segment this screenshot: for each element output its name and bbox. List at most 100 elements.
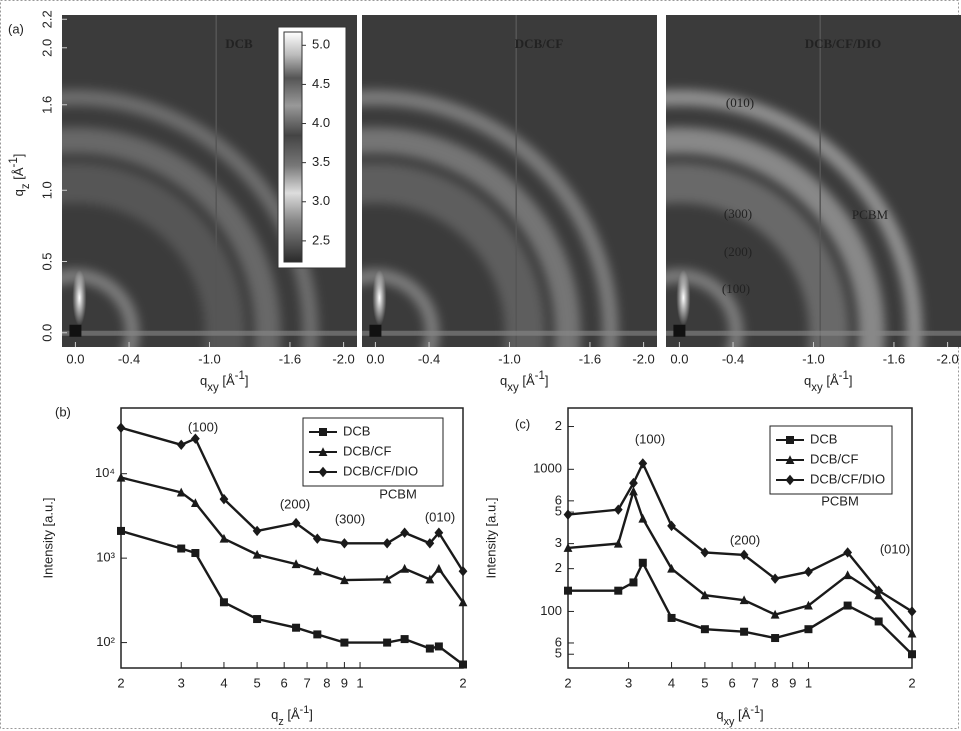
data-point bbox=[843, 570, 853, 580]
data-point bbox=[667, 520, 676, 532]
plot-frame bbox=[567, 407, 913, 669]
axis-label-part: q bbox=[716, 707, 723, 722]
axis-label-part: [Å bbox=[284, 707, 300, 722]
data-point bbox=[700, 547, 710, 558]
data-point bbox=[804, 600, 813, 610]
legend-label: DCB/CF bbox=[343, 443, 391, 458]
beamstop bbox=[369, 324, 382, 337]
data-point bbox=[219, 598, 228, 607]
colorbar bbox=[283, 31, 303, 263]
x-tick-label: 7 bbox=[752, 675, 759, 690]
data-point bbox=[400, 563, 410, 573]
data-point bbox=[177, 544, 186, 553]
y-axis-label: Intensity [a.u.] bbox=[40, 498, 55, 579]
data-point bbox=[340, 638, 349, 647]
axis-label-part: [Å bbox=[219, 373, 235, 388]
data-point bbox=[564, 586, 572, 595]
panel-label: (b) bbox=[55, 404, 71, 419]
data-point bbox=[253, 615, 262, 624]
legend-marker bbox=[319, 428, 327, 436]
x-tick-label: 4 bbox=[220, 675, 227, 690]
x-tick-label: 8 bbox=[771, 675, 778, 690]
horizon bbox=[666, 330, 961, 336]
data-point bbox=[382, 538, 392, 549]
horizon bbox=[62, 330, 357, 336]
annotation: (300) bbox=[724, 206, 752, 221]
x-tick-label: 2 bbox=[908, 675, 915, 690]
y-tick-label: 1000 bbox=[533, 461, 562, 476]
axis-label-part: -1 bbox=[235, 370, 245, 382]
annotation: PCBM bbox=[852, 207, 889, 222]
axis-label: qz [Å-1] bbox=[271, 704, 313, 728]
data-point bbox=[908, 650, 916, 659]
series-line bbox=[567, 487, 913, 635]
data-point bbox=[804, 566, 813, 578]
colorbar-tick-label: 2.5 bbox=[312, 232, 330, 247]
axis-label-part: q bbox=[804, 373, 811, 388]
plot-frame bbox=[120, 407, 464, 669]
annotation: (010) bbox=[425, 509, 455, 524]
data-point bbox=[700, 590, 710, 600]
axis-label-part: ] bbox=[760, 707, 764, 722]
data-point bbox=[383, 638, 392, 647]
y-tick-label: 6 bbox=[555, 634, 562, 649]
axis-label-part: [Å bbox=[823, 373, 839, 388]
data-point bbox=[638, 558, 647, 567]
data-point bbox=[291, 559, 301, 569]
data-point bbox=[434, 642, 443, 651]
axis-label-part: ] bbox=[309, 707, 313, 722]
x-tick-label: -1.6 bbox=[579, 351, 601, 366]
data-point bbox=[804, 625, 813, 634]
colorbar-tick-label: 3.5 bbox=[312, 154, 330, 169]
y-tick-label: 0.0 bbox=[39, 324, 54, 342]
axis-label-part: xy bbox=[207, 382, 219, 394]
axis-label-part: -1 bbox=[750, 704, 760, 716]
data-point bbox=[770, 609, 780, 619]
axis-label-part: q bbox=[271, 707, 278, 722]
data-point bbox=[740, 627, 749, 636]
data-point bbox=[563, 509, 573, 520]
axis-label-part: q bbox=[11, 189, 26, 196]
specular-spot bbox=[372, 269, 387, 326]
x-tick-label: 3 bbox=[178, 675, 185, 690]
data-point bbox=[190, 498, 200, 507]
data-point bbox=[629, 477, 638, 489]
data-point bbox=[770, 573, 780, 584]
data-point bbox=[117, 526, 125, 535]
x-tick-label: 0.0 bbox=[366, 351, 384, 366]
beamstop bbox=[673, 324, 686, 337]
legend-label: DCB bbox=[810, 431, 837, 446]
annotation: (300) bbox=[335, 511, 365, 526]
horizon bbox=[362, 330, 657, 336]
annotation: (100) bbox=[722, 281, 750, 296]
panel-label: (c) bbox=[515, 416, 530, 431]
axis-label-part: [Å bbox=[11, 167, 26, 183]
data-point bbox=[843, 601, 852, 610]
axis-label: qxy [Å-1] bbox=[804, 370, 853, 394]
data-point bbox=[191, 549, 200, 558]
axis-label-part: -1 bbox=[300, 704, 310, 716]
data-point bbox=[739, 595, 749, 605]
data-point bbox=[400, 635, 409, 644]
data-point bbox=[874, 617, 883, 626]
data-point bbox=[874, 585, 884, 596]
data-point bbox=[629, 578, 638, 587]
axis-label: qxy [Å-1] bbox=[500, 370, 549, 394]
data-point bbox=[292, 623, 301, 632]
legend-label: DCB/CF/DIO bbox=[343, 463, 418, 478]
data-point bbox=[458, 597, 468, 607]
data-point bbox=[291, 517, 301, 529]
data-point bbox=[613, 504, 623, 515]
data-point bbox=[843, 547, 853, 558]
data-point bbox=[339, 575, 349, 585]
data-point bbox=[458, 566, 468, 577]
data-point bbox=[638, 458, 648, 469]
x-tick-label: 2 bbox=[564, 675, 571, 690]
panel-title: DCB bbox=[225, 36, 253, 51]
data-point bbox=[425, 644, 434, 653]
panel-label: (a) bbox=[8, 21, 24, 36]
annotation: (100) bbox=[188, 419, 218, 434]
axis-label-part: xy bbox=[507, 382, 519, 394]
data-point bbox=[771, 634, 780, 643]
x-tick-label: 9 bbox=[341, 675, 348, 690]
